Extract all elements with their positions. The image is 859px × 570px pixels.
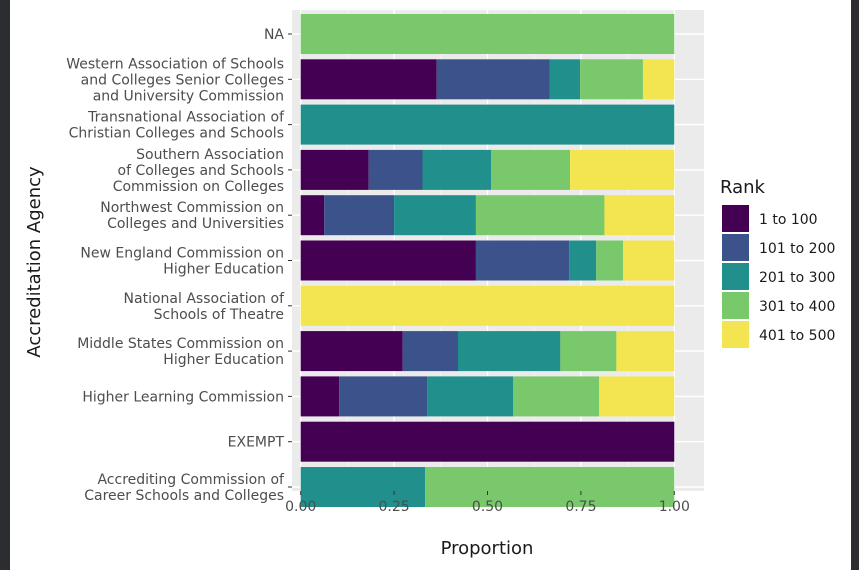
- bar-segment: [436, 59, 550, 100]
- y-tick-label-line: Commission on Colleges: [113, 179, 284, 195]
- bar-segment: [623, 240, 675, 281]
- legend-label: 101 to 200: [759, 241, 835, 257]
- legend-swatch: [722, 321, 749, 348]
- legend: 1 to 100 101 to 200 201 to 300 301 to 400 40…: [722, 205, 835, 348]
- bar-segment: [580, 59, 643, 100]
- legend-swatch: [722, 234, 749, 261]
- bar-segment: [394, 195, 476, 236]
- y-tick-label-line: Colleges and Universities: [107, 216, 284, 232]
- y-tick-label-line: Christian Colleges and Schools: [69, 126, 284, 142]
- legend-title: Rank: [720, 177, 766, 198]
- y-tick-label: Higher Learning Commission: [82, 389, 284, 405]
- y-tick-label: Southern Association of Colleges and Scho…: [113, 147, 284, 195]
- y-tick-label-line: EXEMPT: [228, 435, 285, 451]
- legend-label: 201 to 300: [759, 270, 835, 286]
- x-axis-ticks: 0.00 0.25 0.50 0.75 1.00: [285, 491, 690, 515]
- bar-segment: [596, 240, 624, 281]
- bar-segment: [549, 59, 581, 100]
- legend-swatch: [722, 205, 749, 232]
- bar-segment: [300, 467, 426, 507]
- y-tick-label: New England Commission on Higher Educatio…: [80, 246, 284, 278]
- y-tick-label-line: Career Schools and Colleges: [84, 488, 284, 504]
- bar-segment: [300, 104, 675, 145]
- legend-label: 401 to 500: [759, 328, 835, 344]
- y-tick-label-line: Western Association of Schools: [66, 56, 284, 72]
- legend-swatch: [722, 292, 749, 319]
- y-tick-label-line: Northwest Commission on: [100, 200, 284, 216]
- y-tick-label: Accrediting Commission of Career Schools …: [84, 472, 285, 504]
- bar-segment: [300, 59, 437, 100]
- y-tick-label-line: New England Commission on: [80, 246, 284, 262]
- y-tick-label-line: of Colleges and Schools: [118, 163, 284, 179]
- y-tick-label: NA: [264, 27, 284, 43]
- chart-frame: NA Western Association of Schools and Coll…: [10, 0, 851, 570]
- bar-segment: [300, 331, 403, 372]
- y-tick-label-line: Higher Education: [163, 262, 284, 278]
- bar-segment: [569, 240, 597, 281]
- bar-segment: [604, 195, 675, 236]
- legend-label: 301 to 400: [759, 299, 835, 315]
- y-axis-title: Accreditation Agency: [24, 166, 45, 358]
- y-tick-label-line: Middle States Commission on: [77, 336, 284, 352]
- bar-segment: [339, 376, 428, 417]
- bars: [300, 14, 675, 507]
- bar-segment: [599, 376, 675, 417]
- y-tick-label-line: Transnational Association of: [87, 110, 285, 126]
- y-tick-label-line: Southern Association: [136, 147, 284, 163]
- y-tick-label: Western Association of Schools and Colleg…: [66, 56, 284, 104]
- bar-segment: [642, 59, 675, 100]
- bar-segment: [300, 149, 369, 190]
- x-tick-label: 0.75: [565, 499, 596, 515]
- y-tick-label-line: and Colleges Senior Colleges: [81, 72, 284, 88]
- x-tick-label: 1.00: [659, 499, 690, 515]
- x-tick-label: 0.25: [379, 499, 410, 515]
- bar-segment: [368, 149, 423, 190]
- bar-segment: [475, 240, 570, 281]
- bar-segment: [300, 240, 476, 281]
- y-tick-label-line: NA: [264, 27, 284, 43]
- bar-segment: [560, 331, 617, 372]
- y-tick-label: National Association of Schools of Theatr…: [124, 291, 286, 323]
- stacked-bar-chart: NA Western Association of Schools and Coll…: [24, 10, 835, 559]
- bar-segment: [475, 195, 605, 236]
- y-tick-label-line: Higher Education: [163, 352, 284, 368]
- bar-segment: [570, 149, 675, 190]
- bar-segment: [491, 149, 571, 190]
- bar-segment: [513, 376, 600, 417]
- bar-segment: [300, 14, 675, 54]
- bar-segment: [300, 285, 675, 326]
- bar-segment: [300, 195, 325, 236]
- bar-segment: [422, 149, 492, 190]
- bar-segment: [457, 331, 561, 372]
- y-tick-label-line: and University Commission: [93, 88, 284, 104]
- legend-swatch: [722, 263, 749, 290]
- y-tick-label-line: Schools of Theatre: [154, 307, 284, 323]
- x-axis-title: Proportion: [441, 538, 534, 559]
- y-tick-label: Middle States Commission on Higher Educat…: [77, 336, 284, 368]
- y-tick-label: Northwest Commission on Colleges and Univ…: [100, 200, 284, 232]
- bar-segment: [427, 376, 514, 417]
- y-tick-label-line: Higher Learning Commission: [82, 389, 284, 405]
- bar-segment: [616, 331, 675, 372]
- y-tick-label-line: National Association of: [124, 291, 286, 307]
- x-tick-label: 0.50: [472, 499, 503, 515]
- bar-segment: [402, 331, 458, 372]
- y-tick-label: Transnational Association of Christian Co…: [69, 110, 285, 142]
- bar-segment: [425, 467, 675, 507]
- y-tick-label: EXEMPT: [228, 435, 285, 451]
- bar-segment: [324, 195, 395, 236]
- legend-label: 1 to 100: [759, 212, 818, 228]
- y-axis-ticks: NA Western Association of Schools and Coll…: [66, 27, 292, 504]
- bar-segment: [300, 376, 340, 417]
- bar-segment: [300, 421, 675, 462]
- x-tick-label: 0.00: [285, 499, 316, 515]
- y-tick-label-line: Accrediting Commission of: [97, 472, 285, 488]
